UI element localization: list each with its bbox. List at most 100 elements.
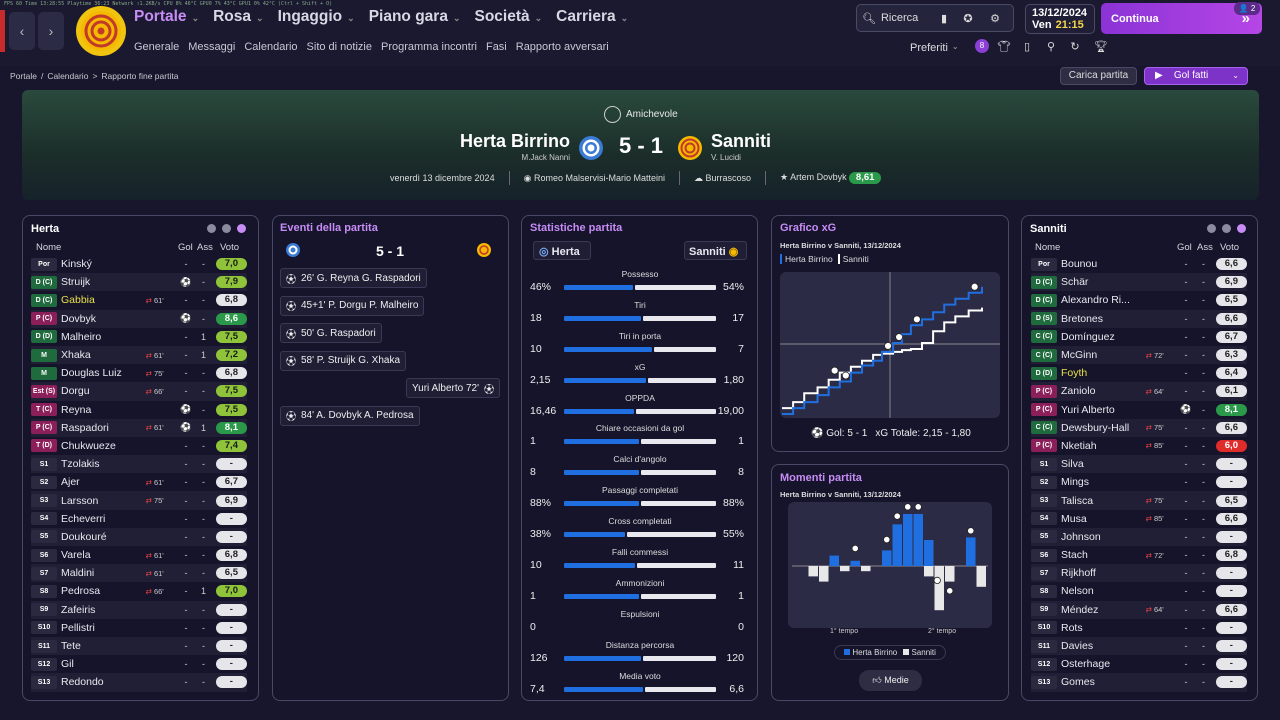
player-name[interactable]: Struijk [61,276,91,289]
nav-carriera[interactable]: Carriera ⌄ [556,8,629,25]
player-row[interactable]: P (C) Dovbyk ⚽ -8,6 [31,309,247,328]
player-row[interactable]: Por Bounou - -6,6 [1031,255,1247,273]
player-name[interactable]: Zafeiris [61,603,96,616]
forward-button[interactable]: › [38,12,64,50]
goals-dropdown[interactable]: ▶ Gol fatti ⌄ [1144,67,1248,85]
player-name[interactable]: Dewsbury-Hall [1061,421,1130,434]
stats-home-tab[interactable]: ◎ Herta [533,241,591,260]
player-name[interactable]: Foyth [1061,367,1088,380]
player-row[interactable]: S5 Johnson - - - [1031,527,1247,546]
player-name[interactable]: Dovbyk [61,312,97,325]
player-name[interactable]: Gil [61,658,74,671]
player-row[interactable]: C (C) McGinn ⇄ 72' - -6,3 [1031,345,1247,365]
breadcrumb-portale[interactable]: Portale [10,71,37,81]
player-name[interactable]: Pellistri [61,621,95,634]
player-row[interactable]: S9 Méndez ⇄ 64' - -6,6 [1031,600,1247,619]
player-name[interactable]: Stach [1061,549,1088,562]
player-row[interactable]: S13 Redondo - - - [31,673,247,692]
tactics-icon[interactable]: ⚲ [1046,41,1056,53]
stats-away-tab[interactable]: Sanniti ◉ [684,241,747,260]
player-row[interactable]: S11 Tete - - - [31,636,247,656]
player-row[interactable]: D (C) Schär - -6,9 [1031,273,1247,292]
player-name[interactable]: Tzolakis [61,458,100,471]
player-row[interactable]: T (D) Chukwueze - -7,4 [31,437,247,455]
home-view-dots[interactable] [207,224,246,233]
player-row[interactable]: S4 Echeverri - - - [31,510,247,528]
player-name[interactable]: Tete [61,640,81,653]
player-row[interactable]: P (C) Zaniolo ⇄ 64' - -6,1 [1031,382,1247,401]
player-row[interactable]: S8 Nelson - - - [1031,582,1247,600]
player-name[interactable]: Rots [1061,621,1083,634]
player-name[interactable]: McGinn [1061,349,1098,362]
player-row[interactable]: S10 Pellistri - - - [31,619,247,637]
player-name[interactable]: Pedrosa [61,585,101,598]
player-row[interactable]: S12 Gil - - - [31,655,247,673]
nav-piano-gara[interactable]: Piano gara ⌄ [368,8,461,25]
player-name[interactable]: Mings [1061,476,1090,489]
home-team-name[interactable]: Herta Birrino [459,131,570,151]
bookmark-icon[interactable]: ▮ [940,12,948,25]
trophy-icon[interactable]: 🏆︎ [1094,41,1108,53]
nav-societa[interactable]: Società ⌄ [474,8,543,25]
player-row[interactable]: S6 Stach ⇄ 72' - -6,8 [1031,546,1247,564]
player-name[interactable]: Méndez [1061,603,1099,616]
player-row[interactable]: S1 Tzolakis - - - [31,455,247,474]
player-row[interactable]: M Douglas Luiz ⇄ 75' - -6,8 [31,364,247,382]
player-row[interactable]: S10 Rots - - - [1031,619,1247,637]
player-name[interactable]: Yuri Alberto [1061,403,1115,416]
player-name[interactable]: Schär [1061,276,1089,289]
player-name[interactable]: Raspadori [61,421,109,434]
player-name[interactable]: Domínguez [1061,330,1115,343]
player-row[interactable]: D (D) Foyth - -6,4 [1031,364,1247,382]
player-name[interactable]: Maldini [61,567,95,580]
goal-event[interactable]: ⚽︎ 84' A. Dovbyk A. Pedrosa [280,405,420,426]
shirt-icon[interactable]: 👕︎ [997,41,1011,53]
man-of-match[interactable]: ★ Artem Dovbyk 8,61 [780,172,882,184]
player-name[interactable]: Larsson [61,494,99,507]
load-match-button[interactable]: Carica partita [1060,67,1137,85]
player-name[interactable]: Malheiro [61,330,102,343]
player-name[interactable]: Musa [1061,512,1087,525]
subnav-generale[interactable]: Generale [134,41,180,53]
player-row[interactable]: D (C) Gabbia ⇄ 61' - -6,8 [31,291,247,309]
player-name[interactable]: Chukwueze [61,439,116,452]
subnav-messaggi[interactable]: Messaggi [188,41,236,53]
averages-button[interactable]: 👍︎ Medie [859,670,922,691]
away-team-name[interactable]: Sanniti [711,131,772,151]
subnav-calendario[interactable]: Calendario [244,41,298,53]
breadcrumb-calendario[interactable]: Calendario [47,71,89,81]
player-name[interactable]: Bretones [1061,312,1104,325]
player-row[interactable]: T (C) Reyna ⚽ -7,5 [31,401,247,419]
player-name[interactable]: Johnson [1061,530,1101,543]
goal-event[interactable]: ⚽︎ 45+1' P. Dorgu P. Malheiro [280,295,425,316]
player-name[interactable]: Nketiah [1061,439,1097,452]
player-row[interactable]: S11 Davies - - - [1031,636,1247,656]
player-row[interactable]: S6 Varela ⇄ 61' - -6,8 [31,546,247,564]
card-icon[interactable]: ▯ [1023,41,1031,53]
player-row[interactable]: S5 Doukouré - - - [31,527,247,546]
player-row[interactable]: S2 Ajer ⇄ 61' - -6,7 [31,473,247,491]
player-name[interactable]: Davies [1061,640,1094,653]
nav-ingaggio[interactable]: Ingaggio ⌄ [277,8,355,25]
player-name[interactable]: Varela [61,549,91,562]
nav-rosa[interactable]: Rosa ⌄ [213,8,264,25]
player-row[interactable]: S4 Musa ⇄ 85' - -6,6 [1031,510,1247,528]
player-name[interactable]: Dorgu [61,385,90,398]
player-name[interactable]: Xhaka [61,349,91,362]
goal-event[interactable]: ⚽︎ 26' G. Reyna G. Raspadori [280,268,427,288]
player-row[interactable]: M Xhaka ⇄ 61' - 1 7,2 [31,345,247,365]
player-row[interactable]: C (C) Dewsbury-Hall ⇄ 75' - -6,6 [1031,418,1247,437]
goal-event[interactable]: ⚽︎ 58' P. Struijk G. Xhaka [280,350,406,371]
player-name[interactable]: Bounou [1061,258,1098,271]
player-name[interactable]: Echeverri [61,512,106,525]
player-row[interactable]: P (C) Raspadori ⇄ 61' ⚽ 1 8,1 [31,418,247,437]
subnav-rapporto[interactable]: Rapporto avversari [515,41,609,53]
player-row[interactable]: D (D) Malheiro - 1 7,5 [31,328,247,346]
club-logo[interactable] [76,6,126,56]
notification-badge[interactable]: 👤 2 [1234,2,1260,15]
gear-icon[interactable]: ⚙ [990,12,1000,25]
goal-event[interactable]: Yuri Alberto 72' ⚽︎ [406,378,500,398]
search-button[interactable]: 🔍︎ Ricerca [862,12,919,25]
player-row[interactable]: S9 Zafeiris - - - [31,600,247,619]
player-name[interactable]: Gomes [1061,676,1095,689]
